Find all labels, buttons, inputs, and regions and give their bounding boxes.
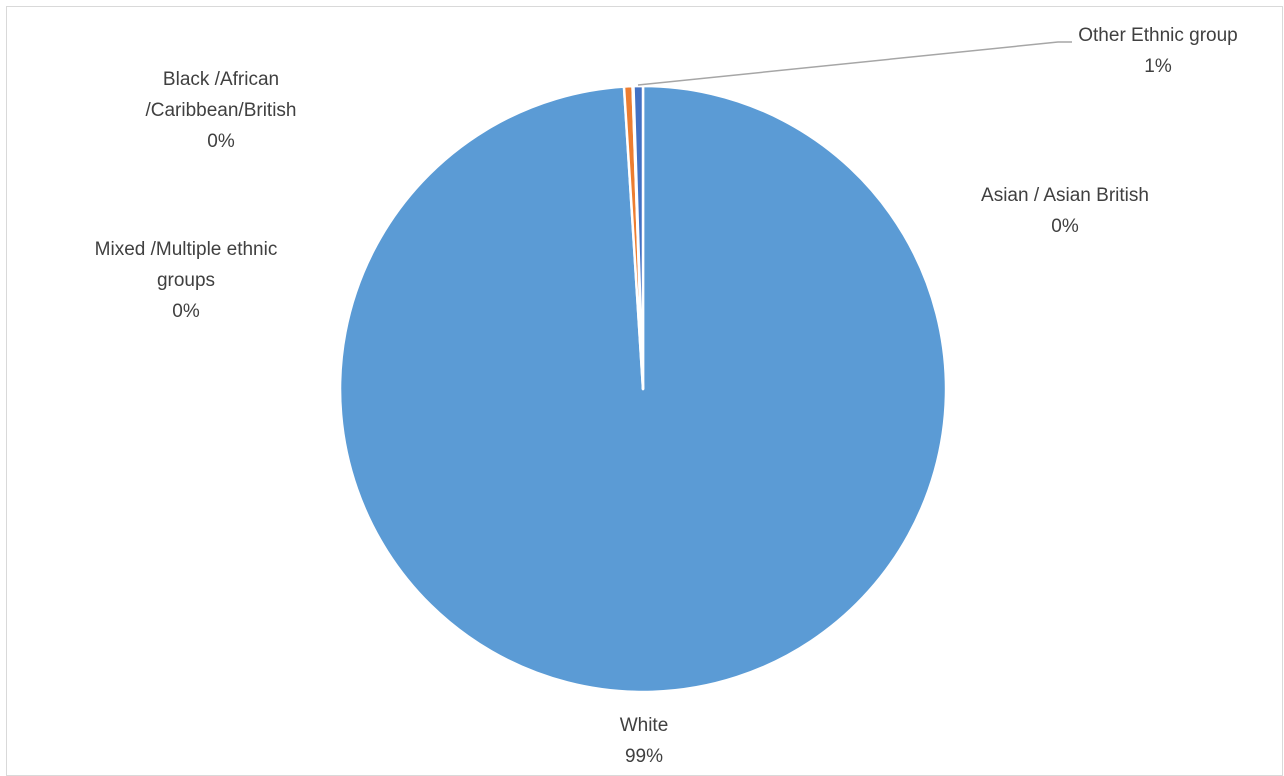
leader-line-other-ethnic-group [637,41,1072,86]
data-label-other-percent: 1% [1144,56,1172,77]
data-label-white: White 99% [571,710,717,772]
data-label-asian: Asian / Asian British 0% [950,180,1180,242]
data-label-mixed-percent: 0% [172,301,200,322]
data-label-white-percent: 99% [624,746,664,767]
data-label-black-name-line2: /Caribbean/British [145,100,297,121]
data-label-asian-name: Asian / Asian British [981,185,1149,206]
data-label-white-name: White [619,715,669,736]
data-label-mixed: Mixed /Multiple ethnic groups 0% [56,234,316,327]
data-label-black: Black /African /Caribbean/British 0% [121,64,321,157]
data-label-other: Other Ethnic group 1% [1048,20,1268,82]
data-label-black-name-line1: Black /African [162,69,280,90]
data-label-mixed-name-line2: groups [156,270,216,291]
data-label-asian-percent: 0% [1051,216,1079,237]
pie-slices [338,84,948,694]
pie-slice-other-ethnic-group [632,84,645,391]
data-label-other-name: Other Ethnic group [1078,25,1238,46]
data-label-mixed-name-line1: Mixed /Multiple ethnic [94,239,278,260]
data-label-black-percent: 0% [207,131,235,152]
